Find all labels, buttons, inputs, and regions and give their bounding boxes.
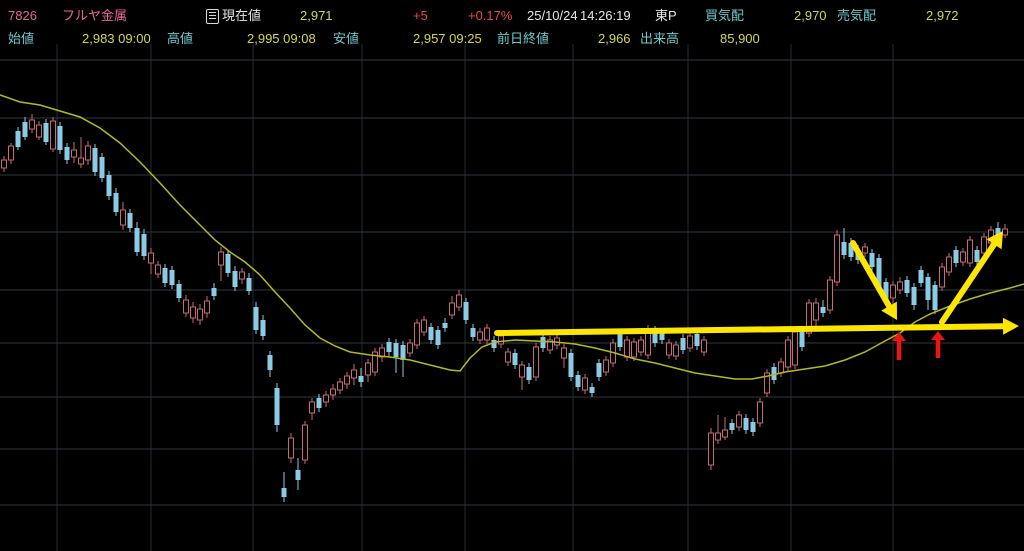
volume-label: 出来高 bbox=[640, 31, 680, 46]
open-value: 2,983 09:00 bbox=[82, 31, 151, 46]
low-value: 2,957 09:25 bbox=[413, 31, 482, 46]
price-change: +5 bbox=[413, 8, 428, 23]
quote-date: 25/10/24 bbox=[527, 8, 578, 23]
volume-value: 85,900 bbox=[720, 31, 760, 46]
stock-code: 7826 bbox=[8, 8, 37, 23]
ask-value: 2,972 bbox=[926, 8, 959, 23]
stock-name: フルヤ金属 bbox=[62, 8, 128, 23]
low-label: 安値 bbox=[333, 31, 360, 46]
bid-value: 2,970 bbox=[794, 8, 827, 23]
high-value: 2,995 09:08 bbox=[247, 31, 316, 46]
ask-label: 売気配 bbox=[837, 8, 877, 23]
open-label: 始値 bbox=[8, 31, 35, 46]
list-document-icon[interactable] bbox=[206, 9, 219, 24]
current-price-value: 2,971 bbox=[300, 8, 333, 23]
quote-header: 7826 フルヤ金属 現在値 2,971 +5 +0.17% 25/10/24 … bbox=[0, 0, 1024, 52]
current-price-label: 現在値 bbox=[222, 8, 262, 23]
market-segment: 東P bbox=[655, 8, 677, 23]
prev-close-value: 2,966 bbox=[598, 31, 631, 46]
quote-time: 14:26:19 bbox=[580, 8, 631, 23]
high-label: 高値 bbox=[167, 31, 194, 46]
prev-close-label: 前日終値 bbox=[497, 31, 550, 46]
price-change-pct: +0.17% bbox=[468, 8, 513, 23]
bid-label: 買気配 bbox=[705, 8, 745, 23]
